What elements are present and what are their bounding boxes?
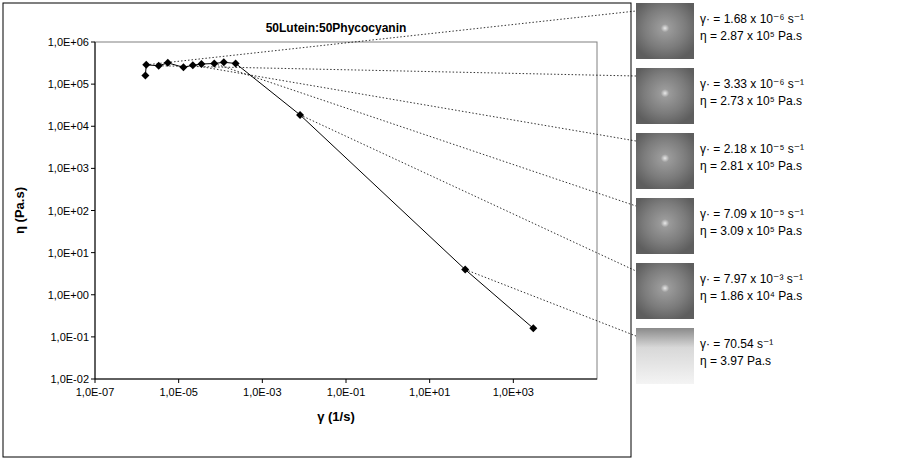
title: 50Lutein:50Phycocyanin <box>266 21 407 35</box>
x-tick-label: 1,0E-03 <box>243 386 282 398</box>
annotation-text: η = 3.09 x 10⁵ Pa.s <box>700 224 802 238</box>
leader-line <box>146 11 636 65</box>
y-tick <box>91 84 95 85</box>
x-tick <box>346 379 347 383</box>
y-tick-label: 1,0E+03 <box>48 162 89 174</box>
x-tick <box>262 379 263 383</box>
micrograph <box>636 68 694 124</box>
y-tick <box>91 379 95 380</box>
data-point <box>210 59 218 67</box>
annotation-text: η = 2.73 x 10⁵ Pa.s <box>700 94 802 108</box>
data-point <box>296 111 304 119</box>
y-tick-label: 1,0E+05 <box>48 78 89 90</box>
leader-line <box>214 63 636 206</box>
annotation-text: γ· = 70.54 s⁻¹ <box>700 337 773 351</box>
annotation-text: η = 1.86 x 10⁴ Pa.s <box>700 289 802 303</box>
x-tick-label: 1,0E+03 <box>493 386 534 398</box>
micrograph <box>636 133 694 189</box>
x-tick-label: 1,0E-05 <box>159 386 198 398</box>
y-tick-label: 1,0E-01 <box>50 331 89 343</box>
data-point <box>232 59 240 67</box>
data-point <box>220 58 228 66</box>
data-point <box>461 266 469 274</box>
annotation-text: η = 2.81 x 10⁵ Pa.s <box>700 159 802 173</box>
data-point <box>155 62 163 70</box>
data-group <box>141 58 537 332</box>
y-tick <box>91 336 95 337</box>
leader-line <box>465 270 636 336</box>
leader-line <box>300 115 636 271</box>
data-point <box>141 72 149 80</box>
y-tick-label: 1,0E-02 <box>50 373 89 385</box>
micrograph <box>636 328 694 384</box>
y-tick <box>91 168 95 169</box>
annotation-text: η = 3.97 Pa.s <box>700 354 771 368</box>
micrograph <box>636 3 694 59</box>
annotation-text: γ· = 2.18 x 10⁻⁵ s⁻¹ <box>700 142 804 156</box>
x-axis-title: γ (1/s) <box>317 409 355 424</box>
x-tick <box>178 379 179 383</box>
y-tick <box>91 294 95 295</box>
leader-line <box>193 65 636 141</box>
annotation-text: γ· = 1.68 x 10⁻⁶ s⁻¹ <box>700 12 804 26</box>
y-axis-title: η (Pa.s) <box>12 187 27 234</box>
annotations: γ· = 1.68 x 10⁻⁶ s⁻¹ η = 2.87 x 10⁵ Pa.s γ… <box>146 3 804 384</box>
leader-line <box>159 66 636 76</box>
micrograph <box>636 198 694 254</box>
y-tick-label: 1,0E+04 <box>48 120 89 132</box>
x-tick-label: 1,0E-07 <box>76 386 115 398</box>
y-tick <box>91 126 95 127</box>
plot-frame <box>95 42 597 379</box>
x-tick-label: 1,0E+01 <box>409 386 450 398</box>
annotation-text: η = 2.87 x 10⁵ Pa.s <box>700 29 802 43</box>
x-tick-label: 1,0E-01 <box>327 386 366 398</box>
annotation-text: γ· = 7.97 x 10⁻³ s⁻¹ <box>700 272 803 286</box>
data-point <box>189 61 197 69</box>
y-tick-label: 1,0E+01 <box>48 247 89 259</box>
data-point <box>529 324 537 332</box>
y-tick-label: 1,0E+06 <box>48 36 89 48</box>
data-point <box>142 61 150 69</box>
x-tick <box>513 379 514 383</box>
y-tick <box>91 42 95 43</box>
data-point <box>197 60 205 68</box>
chart-frame <box>3 3 631 457</box>
y-tick <box>91 210 95 211</box>
x-tick <box>429 379 430 383</box>
data-point <box>164 59 172 67</box>
y-tick-label: 1,0E+02 <box>48 205 89 217</box>
x-tick <box>95 379 96 383</box>
micrograph <box>636 263 694 319</box>
annotation-text: γ· = 3.33 x 10⁻⁶ s⁻¹ <box>700 77 804 91</box>
annotation-text: γ· = 7.09 x 10⁻⁵ s⁻¹ <box>700 207 804 221</box>
y-tick-label: 1,0E+00 <box>48 289 89 301</box>
data-point <box>179 63 187 71</box>
y-tick <box>91 252 95 253</box>
series-line <box>145 62 533 328</box>
